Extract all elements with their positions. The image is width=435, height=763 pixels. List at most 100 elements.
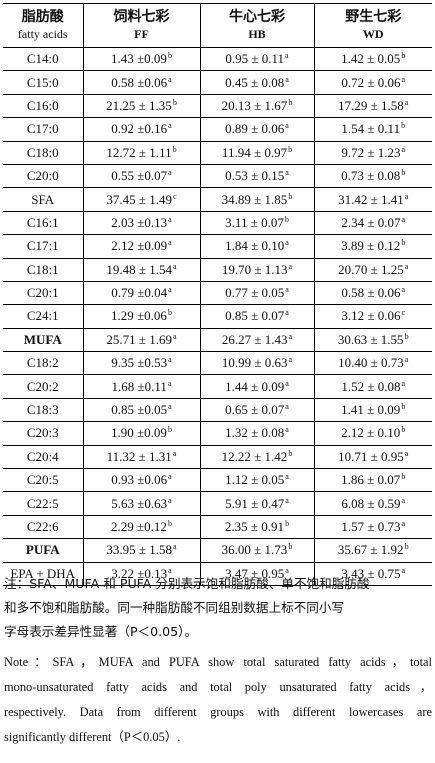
value-hb: 5.91 ± 0.47a	[199, 491, 314, 516]
fatty-acid-name: C18:0	[3, 141, 83, 165]
value-wd: 3.43 ± 0.75a	[313, 562, 432, 586]
value-ff: 25.71 ± 1.69a	[82, 328, 200, 353]
table-body: C14:0 1.43 ±0.09b 0.95 ± 0.11a 1.42 ± 0.05b…	[3, 47, 432, 586]
value-ff: 0.85 ±0.05a	[82, 398, 200, 423]
value-hb-superscript: b	[288, 144, 293, 154]
value-wd: 31.42 ± 1.41a	[313, 187, 432, 212]
value-ff-superscript: c	[173, 191, 177, 201]
value-hb: 3.47 ± 0.95a	[199, 562, 314, 586]
value-hb-number: 3.11 ± 0.07	[225, 214, 284, 230]
value-hb-number: 0.45 ± 0.08	[225, 74, 285, 90]
value-wd-number: 10.40 ± 0.73	[338, 355, 404, 371]
value-hb: 3.11 ± 0.07b	[199, 211, 314, 236]
value-hb: 0.89 ± 0.06a	[199, 117, 314, 142]
value-wd: 0.73 ± 0.08b	[313, 164, 432, 189]
value-wd: 10.40 ± 0.73a	[313, 351, 432, 376]
value-wd-number: 0.73 ± 0.08	[341, 168, 401, 184]
value-ff-superscript: a	[168, 168, 172, 178]
value-ff: 2.12 ±0.09a	[82, 234, 200, 259]
value-ff-number: 9.35 ±0.53	[111, 355, 168, 371]
table-row: EPA + DHA 3.22 ±0.13a 3.47 ± 0.95a 3.43 ± 0…	[3, 562, 432, 586]
value-hb-number: 0.89 ± 0.06	[225, 121, 285, 137]
table-header-row: 脂肪酸 fatty acids 饲料七彩 FF 牛心七彩 HB 野生七彩 WD	[3, 3, 432, 48]
value-hb-number: 1.84 ± 0.10	[225, 238, 285, 254]
value-hb: 0.45 ± 0.08a	[199, 70, 314, 95]
value-ff: 21.25 ± 1.35b	[82, 94, 200, 119]
value-wd-superscript: a	[404, 448, 409, 458]
value-wd-superscript: a	[401, 214, 406, 224]
value-hb: 12.22 ± 1.42b	[199, 445, 314, 470]
value-ff: 19.48 ± 1.54a	[82, 258, 200, 282]
fatty-acid-name: C22:6	[3, 515, 83, 540]
value-wd-number: 9.72 ± 1.23	[341, 144, 401, 160]
value-ff: 33.95 ± 1.58a	[82, 538, 200, 563]
fatty-acid-name: C16:0	[3, 94, 83, 119]
value-hb-superscript: a	[285, 472, 289, 482]
table-row: PUFA 33.95 ± 1.58a 36.00 ± 1.73b 35.67 ± 1.…	[3, 538, 432, 563]
value-wd-number: 3.89 ± 0.12	[341, 238, 401, 254]
value-wd: 3.12 ± 0.06c	[313, 304, 432, 329]
value-hb-superscript: b	[288, 448, 293, 458]
value-wd-number: 35.67 ± 1.92	[337, 542, 404, 558]
value-wd-superscript: a	[401, 519, 406, 528]
value-wd-superscript: a	[404, 191, 409, 201]
value-hb: 36.00 ± 1.73b	[199, 538, 314, 563]
table-row: C20:1 0.79 ±0.04a 0.77 ± 0.05a 0.58 ± 0.06a	[3, 281, 432, 306]
value-ff-number: 0.85 ±0.05	[111, 402, 168, 418]
note-cn-line: 和多不饱和脂肪酸。同一种脂肪酸不同组别数据上标不同小写	[4, 600, 345, 615]
value-hb-superscript: b	[288, 97, 293, 107]
value-wd: 3.89 ± 0.12b	[313, 234, 432, 259]
fatty-acid-name: C24:1	[3, 304, 83, 329]
value-hb-superscript: a	[285, 378, 289, 388]
value-ff-superscript: a	[168, 74, 172, 84]
value-ff: 0.92 ±0.16a	[82, 117, 200, 142]
value-wd-superscript: a	[401, 144, 406, 154]
value-ff: 12.72 ± 1.11b	[82, 141, 200, 165]
value-ff: 2.29 ±0.12b	[82, 515, 200, 540]
value-wd: 20.70 ± 1.25a	[313, 258, 432, 282]
value-ff-number: 0.79 ±0.04	[111, 285, 168, 301]
fatty-acid-name: C18:1	[3, 258, 83, 282]
value-wd: 6.08 ± 0.59a	[313, 491, 432, 516]
value-hb-superscript: a	[288, 331, 293, 341]
fatty-acid-name: C20:3	[3, 421, 83, 446]
value-ff-superscript: a	[173, 331, 177, 341]
note-english: Note：SFA，MUFA and PUFA show total satura…	[4, 650, 432, 750]
value-wd-number: 6.08 ± 0.59	[341, 495, 401, 511]
table-row: C18:3 0.85 ±0.05a 0.65 ± 0.07a 1.41 ± 0.09b	[3, 398, 432, 423]
value-hb-number: 1.12 ± 0.05	[225, 472, 285, 488]
value-ff-superscript: a	[172, 448, 177, 458]
value-ff-number: 2.03 ±0.13	[111, 214, 168, 230]
value-hb-superscript: b	[284, 214, 289, 224]
fatty-acid-name: EPA + DHA	[3, 562, 83, 586]
value-hb: 10.99 ± 0.63a	[199, 351, 314, 376]
value-wd-superscript: b	[404, 542, 409, 552]
value-wd: 1.57 ± 0.73a	[313, 515, 432, 540]
value-hb-superscript: a	[288, 355, 293, 365]
table-row: C20:4 11.32 ± 1.31a 12.22 ± 1.42b 10.71 ± 0…	[3, 445, 432, 470]
value-ff-superscript: b	[172, 97, 177, 107]
value-wd-number: 0.58 ± 0.06	[341, 285, 401, 301]
value-ff-number: 12.72 ± 1.11	[106, 144, 172, 160]
value-wd-superscript: b	[401, 238, 406, 248]
value-ff-number: 11.32 ± 1.31	[106, 448, 172, 464]
value-wd-superscript: b	[401, 168, 406, 178]
value-ff-number: 33.95 ± 1.58	[106, 542, 173, 558]
fatty-acid-name: C20:2	[3, 374, 83, 399]
value-ff-superscript: a	[168, 565, 172, 575]
table-row: C22:6 2.29 ±0.12b 2.35 ± 0.91b 1.57 ± 0.73a	[3, 515, 432, 540]
value-hb: 0.77 ± 0.05a	[199, 281, 314, 306]
value-wd: 2.12 ± 0.10b	[313, 421, 432, 446]
value-ff-number: 2.29 ±0.12	[111, 519, 167, 534]
value-wd-number: 2.12 ± 0.10	[341, 425, 401, 441]
table-row: C16:1 2.03 ±0.13a 3.11 ± 0.07b 2.34 ± 0.07a	[3, 211, 432, 236]
table-row: C14:0 1.43 ±0.09b 0.95 ± 0.11a 1.42 ± 0.05b	[3, 47, 432, 72]
table-row: C18:1 19.48 ± 1.54a 19.70 ± 1.13a 20.70 ± 1…	[3, 258, 432, 282]
value-hb-superscript: a	[285, 238, 289, 248]
fatty-acid-table: 脂肪酸 fatty acids 饲料七彩 FF 牛心七彩 HB 野生七彩 WD …	[3, 3, 432, 586]
value-wd-number: 3.43 ± 0.75	[341, 565, 401, 581]
table-row: C20:0 0.55 ±0.07a 0.53 ± 0.15a 0.73 ± 0.08b	[3, 164, 432, 189]
value-wd-superscript: a	[401, 285, 406, 295]
value-wd-superscript: a	[401, 495, 406, 505]
value-hb-superscript: b	[288, 542, 293, 552]
